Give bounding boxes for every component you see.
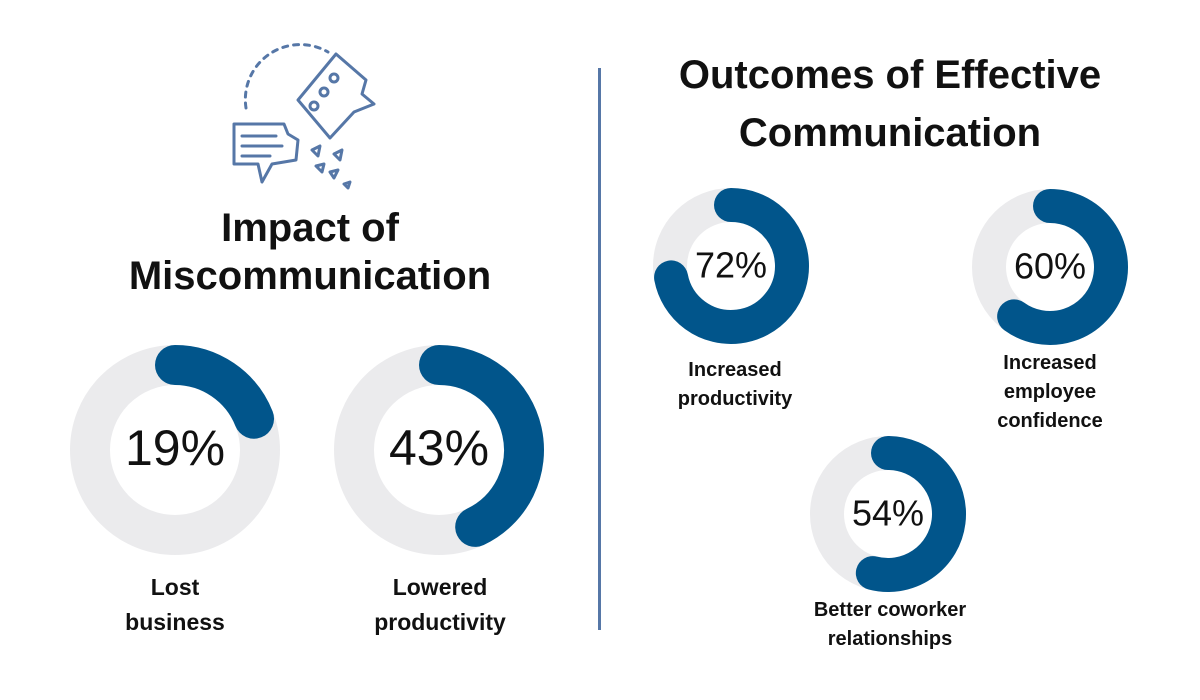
- label-line: Better coworker: [813, 599, 967, 621]
- right-title-line-2: Communication: [738, 111, 1042, 155]
- section-divider: [598, 68, 601, 630]
- right-section-title: Outcomes of Effective Communication: [620, 46, 1160, 162]
- label-line: productivity: [677, 388, 793, 410]
- donut-lowered-productivity-value: 43%: [389, 420, 489, 476]
- label-line: productivity: [374, 608, 506, 635]
- donut-coworker-relationships-fill: [855, 436, 966, 592]
- donut-coworker-relationships: 54%: [810, 436, 966, 592]
- label-line: business: [125, 608, 225, 635]
- label-increased-productivity: Increased productivity: [640, 356, 830, 414]
- donut-employee-confidence-value: 60%: [1014, 246, 1086, 287]
- label-line: Lowered: [392, 574, 488, 600]
- donut-increased-productivity: 72%: [653, 188, 809, 344]
- donut-lowered-productivity: 43%: [334, 345, 544, 555]
- donut-lost-business-value: 19%: [125, 420, 225, 476]
- label-line: employee: [1003, 381, 1097, 403]
- donut-coworker-relationships-value: 54%: [852, 493, 924, 534]
- donut-employee-confidence: 60%: [972, 189, 1128, 345]
- donut-lowered-productivity-fill: [419, 345, 544, 547]
- donut-increased-productivity-value: 72%: [695, 245, 767, 286]
- label-line: Increased: [1003, 352, 1097, 374]
- label-line: confidence: [997, 410, 1103, 432]
- label-line: Increased: [688, 359, 782, 381]
- label-line: Lost: [150, 574, 200, 600]
- donut-employee-confidence-fill: [997, 189, 1128, 345]
- label-employee-confidence: Increased employee confidence: [955, 349, 1145, 436]
- label-lost-business: Lost business: [90, 570, 260, 639]
- label-coworker-relationships: Better coworker relationships: [765, 596, 1015, 654]
- left-title-line-2: Miscommunication: [128, 254, 492, 298]
- broken-speech-bubbles-icon: [226, 42, 396, 202]
- donut-increased-productivity-fill: [654, 188, 809, 344]
- left-section-title: Impact of Miscommunication: [60, 204, 560, 300]
- left-title-line-1: Impact of: [221, 206, 399, 250]
- label-lowered-productivity: Lowered productivity: [340, 570, 540, 639]
- label-line: relationships: [827, 628, 953, 650]
- donut-lost-business-fill: [155, 345, 275, 439]
- right-title-line-1: Outcomes of Effective: [678, 53, 1102, 97]
- donut-lost-business: 19%: [70, 345, 280, 555]
